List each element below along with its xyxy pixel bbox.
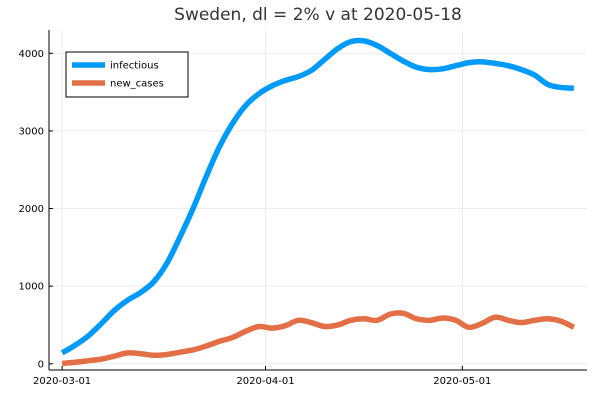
legend-box bbox=[65, 51, 189, 98]
x-tick-label: 2020-03-01 bbox=[33, 376, 91, 387]
legend-label: new_cases bbox=[110, 79, 164, 90]
x-tick-label: 2020-05-01 bbox=[433, 376, 491, 387]
y-tick-label: 0 bbox=[38, 359, 44, 370]
y-tick-label: 1000 bbox=[19, 282, 44, 293]
y-axis-ticks: 0 1000 2000 3000 4000 bbox=[19, 49, 53, 370]
series-line-infectious bbox=[60, 37, 575, 356]
legend-label: infectious bbox=[110, 61, 159, 72]
y-tick-label: 4000 bbox=[19, 49, 44, 60]
legend: infectious new_cases bbox=[65, 51, 189, 98]
x-tick-label: 2020-04-01 bbox=[236, 376, 294, 387]
y-tick-label: 3000 bbox=[19, 126, 44, 137]
x-axis-ticks: 2020-03-01 2020-04-01 2020-05-01 bbox=[33, 366, 491, 387]
axes bbox=[48, 30, 587, 371]
chart-title: Sweden, dl = 2% v at 2020-05-18 bbox=[174, 5, 462, 25]
series-lines bbox=[60, 37, 576, 367]
y-tick-label: 2000 bbox=[19, 204, 44, 215]
series-line-new-cases bbox=[61, 310, 576, 367]
